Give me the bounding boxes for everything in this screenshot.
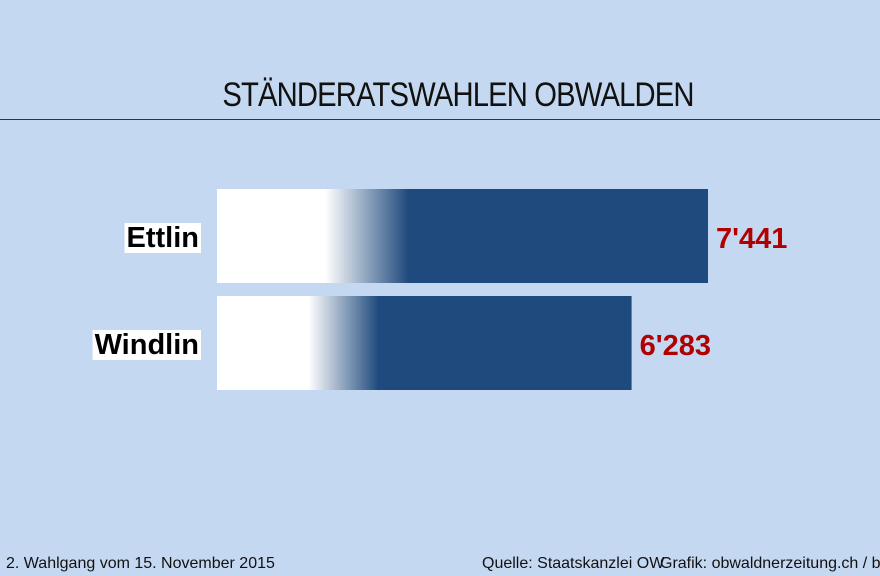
value-label-ettlin: 7'441 [716, 223, 787, 255]
bar-windlin [217, 296, 632, 390]
chart-title: STÄNDERATSWAHLEN OBWALDEN [222, 76, 694, 114]
footer-source: Quelle: Staatskanzlei OW [482, 555, 665, 572]
category-label-ettlin: Ettlin [127, 222, 200, 254]
category-label-bg [92, 330, 201, 360]
footer-note: 2. Wahlgang vom 15. November 2015 [6, 555, 275, 572]
title-divider [0, 119, 880, 120]
footer-credit: Grafik: obwaldnerzeitung.ch / bac [660, 555, 880, 572]
category-label-windlin: Windlin [95, 329, 199, 361]
bar-ettlin [217, 189, 708, 283]
category-label-bg [124, 223, 201, 253]
value-label-windlin: 6'283 [640, 330, 711, 362]
